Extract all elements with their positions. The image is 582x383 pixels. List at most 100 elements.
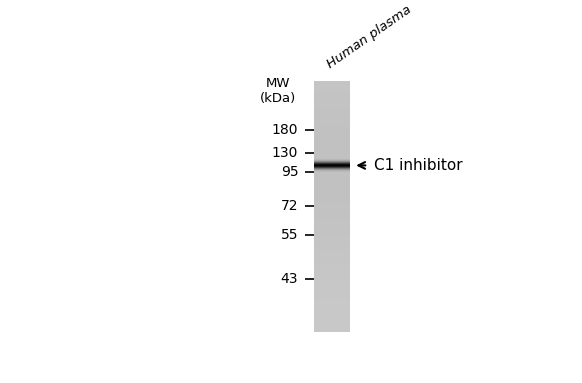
Bar bbox=[314, 122, 350, 123]
Bar bbox=[314, 199, 350, 200]
Bar bbox=[314, 93, 350, 94]
Bar bbox=[314, 305, 350, 306]
Bar bbox=[314, 127, 350, 128]
Bar bbox=[314, 247, 350, 248]
Bar bbox=[314, 322, 350, 323]
Bar bbox=[314, 97, 350, 98]
Bar bbox=[314, 260, 350, 261]
Bar bbox=[314, 303, 350, 304]
Bar bbox=[314, 307, 350, 308]
Bar bbox=[314, 99, 350, 100]
Bar bbox=[314, 253, 350, 254]
Bar bbox=[314, 140, 350, 141]
Bar bbox=[314, 152, 350, 153]
Bar bbox=[314, 248, 350, 249]
Bar bbox=[314, 190, 350, 191]
Bar bbox=[314, 203, 350, 204]
Text: Human plasma: Human plasma bbox=[325, 3, 414, 71]
Bar bbox=[314, 292, 350, 293]
Bar bbox=[314, 275, 350, 276]
Bar bbox=[314, 204, 350, 205]
Bar bbox=[314, 245, 350, 246]
Bar bbox=[314, 310, 350, 311]
Bar bbox=[314, 131, 350, 132]
Bar bbox=[314, 321, 350, 322]
Bar bbox=[314, 193, 350, 194]
Bar bbox=[314, 316, 350, 317]
Bar bbox=[314, 237, 350, 239]
Bar bbox=[314, 206, 350, 207]
Bar bbox=[314, 160, 350, 161]
Bar bbox=[314, 163, 350, 164]
Bar bbox=[314, 132, 350, 133]
Bar bbox=[314, 83, 350, 84]
Bar bbox=[314, 173, 350, 174]
Bar bbox=[314, 291, 350, 292]
Bar bbox=[314, 250, 350, 251]
Bar bbox=[314, 293, 350, 294]
Bar bbox=[314, 308, 350, 309]
Bar bbox=[314, 258, 350, 259]
Bar bbox=[314, 283, 350, 285]
Bar bbox=[314, 281, 350, 282]
Bar bbox=[314, 273, 350, 274]
Bar bbox=[314, 306, 350, 307]
Bar bbox=[314, 252, 350, 253]
Bar bbox=[314, 150, 350, 151]
Bar bbox=[314, 309, 350, 310]
Bar bbox=[314, 269, 350, 270]
Bar bbox=[314, 158, 350, 159]
Bar bbox=[314, 143, 350, 144]
Bar bbox=[314, 313, 350, 314]
Text: 180: 180 bbox=[272, 123, 299, 137]
Bar bbox=[314, 276, 350, 277]
Bar bbox=[314, 146, 350, 147]
Bar bbox=[314, 234, 350, 235]
Bar bbox=[314, 301, 350, 302]
Bar bbox=[314, 165, 350, 166]
Bar bbox=[314, 178, 350, 179]
Bar bbox=[314, 227, 350, 228]
Bar bbox=[314, 314, 350, 315]
Text: 72: 72 bbox=[281, 199, 299, 213]
Bar bbox=[314, 222, 350, 223]
Bar bbox=[314, 267, 350, 268]
Bar bbox=[314, 94, 350, 95]
Bar bbox=[314, 191, 350, 192]
Bar bbox=[314, 256, 350, 257]
Bar bbox=[314, 189, 350, 190]
Bar bbox=[314, 232, 350, 233]
Bar bbox=[314, 89, 350, 90]
Bar bbox=[314, 324, 350, 325]
Bar bbox=[314, 244, 350, 245]
Bar bbox=[314, 182, 350, 183]
Bar bbox=[314, 274, 350, 275]
Bar bbox=[314, 164, 350, 165]
Bar bbox=[314, 211, 350, 212]
Bar bbox=[314, 241, 350, 242]
Bar bbox=[314, 217, 350, 218]
Bar bbox=[314, 208, 350, 209]
Bar bbox=[314, 221, 350, 222]
Bar bbox=[314, 315, 350, 316]
Bar bbox=[314, 169, 350, 170]
Bar bbox=[314, 100, 350, 101]
Bar bbox=[314, 266, 350, 267]
Bar bbox=[314, 86, 350, 87]
Bar bbox=[314, 145, 350, 146]
Bar bbox=[314, 285, 350, 286]
Bar bbox=[314, 328, 350, 329]
Bar bbox=[314, 228, 350, 229]
Bar bbox=[314, 255, 350, 256]
Bar bbox=[314, 155, 350, 156]
Bar bbox=[314, 148, 350, 149]
Bar bbox=[314, 103, 350, 104]
Bar bbox=[314, 138, 350, 139]
Bar bbox=[314, 141, 350, 142]
Bar bbox=[314, 325, 350, 326]
Bar bbox=[314, 111, 350, 112]
Text: MW
(kDa): MW (kDa) bbox=[260, 77, 296, 105]
Bar bbox=[314, 186, 350, 187]
Bar bbox=[314, 297, 350, 298]
Bar bbox=[314, 290, 350, 291]
